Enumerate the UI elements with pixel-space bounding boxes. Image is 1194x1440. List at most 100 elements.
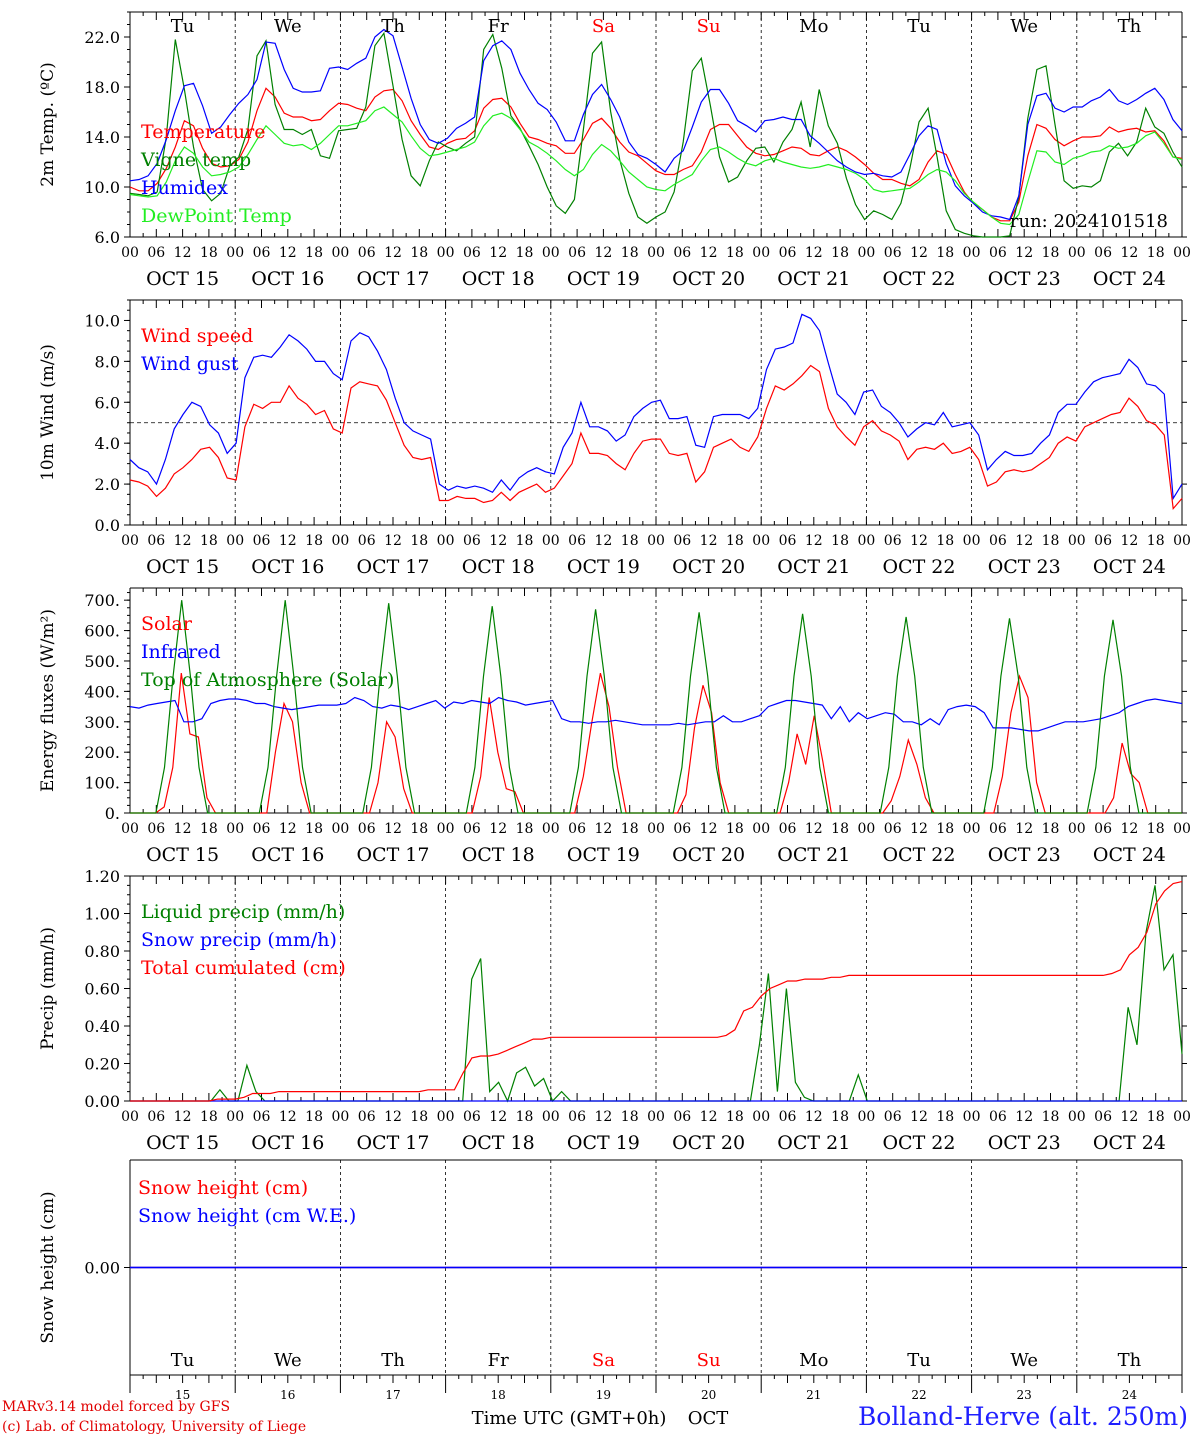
y-tick-label: 1.00	[84, 905, 120, 924]
date-label: OCT 22	[882, 844, 955, 866]
legend-entry: Infrared	[141, 641, 221, 663]
hour-tick-label: 06	[358, 821, 376, 837]
hour-tick-label: 00	[331, 1109, 349, 1125]
y-tick-label: 100.	[84, 774, 120, 793]
station-name: Bolland-Herve (alt. 250m)	[857, 1402, 1188, 1431]
hour-tick-label: 00	[542, 245, 560, 261]
weekday-label: Tu	[171, 1350, 195, 1371]
date-label: OCT 16	[251, 1132, 324, 1154]
hour-tick-label: 12	[1120, 1109, 1138, 1125]
hour-tick-label: 18	[621, 1109, 639, 1125]
y-tick-label: 500.	[84, 652, 120, 671]
date-label: OCT 24	[1093, 268, 1166, 290]
date-label: OCT 18	[462, 844, 535, 866]
date-label: OCT 21	[777, 556, 850, 578]
date-label: OCT 22	[882, 556, 955, 578]
y-tick-label: 10.0	[84, 178, 120, 197]
y-tick-label: 300.	[84, 713, 120, 732]
hour-tick-label: 18	[831, 1109, 849, 1125]
hour-tick-label: 12	[910, 245, 928, 261]
hour-tick-label: 18	[516, 245, 534, 261]
date-label: OCT 20	[672, 844, 745, 866]
hour-tick-label: 00	[1068, 1109, 1086, 1125]
day-number-label: 19	[596, 1388, 611, 1402]
date-label: OCT 17	[356, 556, 429, 578]
hour-tick-label: 00	[331, 245, 349, 261]
date-label: OCT 20	[672, 1132, 745, 1154]
chart-panel-4: 0.00 0.20 0.40 0.60 0.80 1.00 1.20 Precip (mm/h…	[38, 867, 1191, 1154]
hour-tick-label: 00	[857, 533, 875, 549]
hour-tick-label: 12	[910, 1109, 928, 1125]
date-label: OCT 16	[251, 268, 324, 290]
hour-tick-label: 06	[884, 533, 902, 549]
date-label: OCT 23	[988, 556, 1061, 578]
hour-tick-label: 06	[779, 821, 797, 837]
day-number-label: 16	[280, 1388, 295, 1402]
hour-tick-label: 12	[805, 821, 823, 837]
hour-tick-label: 18	[1042, 821, 1060, 837]
y-axis-label: 2m Temp. (ºC)	[38, 62, 58, 187]
hour-tick-label: 06	[568, 533, 586, 549]
chart-panel-3: 0. 100. 200. 300. 400. 500. 600. 700. Energy flu…	[38, 587, 1191, 866]
date-label: OCT 24	[1093, 844, 1166, 866]
weekday-label: Sa	[592, 1350, 615, 1371]
hour-tick-label: 06	[1094, 245, 1112, 261]
date-label: OCT 17	[356, 844, 429, 866]
weekday-label: We	[1010, 16, 1038, 37]
hour-tick-label: 06	[463, 245, 481, 261]
hour-tick-label: 00	[647, 245, 665, 261]
hour-tick-label: 06	[779, 245, 797, 261]
hour-tick-label: 00	[857, 1109, 875, 1125]
hour-tick-label: 06	[989, 821, 1007, 837]
hour-tick-label: 12	[489, 821, 507, 837]
y-tick-label: 0.40	[84, 1017, 120, 1036]
weekday-label: Tu	[907, 1350, 931, 1371]
hour-tick-label: 06	[253, 533, 271, 549]
date-label: OCT 18	[462, 268, 535, 290]
day-number-label: 15	[175, 1388, 190, 1402]
weekday-label: Sa	[592, 16, 615, 37]
hour-tick-label: 06	[1094, 1109, 1112, 1125]
hour-tick-label: 00	[647, 533, 665, 549]
hour-tick-label: 18	[726, 821, 744, 837]
legend-entry: Vigne temp	[140, 149, 251, 171]
hour-tick-label: 12	[279, 245, 297, 261]
date-label: OCT 21	[777, 844, 850, 866]
hour-tick-label: 06	[358, 533, 376, 549]
hour-tick-label: 00	[1068, 245, 1086, 261]
hour-tick-label: 06	[989, 1109, 1007, 1125]
hour-tick-label: 06	[1094, 533, 1112, 549]
hour-tick-label: 00	[331, 821, 349, 837]
hour-tick-label: 06	[253, 245, 271, 261]
hour-tick-label: 12	[805, 1109, 823, 1125]
y-tick-label: 400.	[84, 682, 120, 701]
y-tick-label: 6.0	[95, 393, 120, 412]
y-tick-label: 0.00	[84, 1092, 120, 1111]
hour-tick-label: 00	[963, 245, 981, 261]
y-tick-label: 200.	[84, 743, 120, 762]
hour-tick-label: 12	[1015, 533, 1033, 549]
hour-tick-label: 18	[726, 245, 744, 261]
hour-tick-label: 12	[910, 533, 928, 549]
y-tick-label: 0.0	[95, 516, 120, 535]
hour-tick-label: 00	[647, 821, 665, 837]
hour-tick-label: 00	[437, 245, 455, 261]
hour-tick-label: 06	[147, 1109, 165, 1125]
series-line-vigne-temp	[129, 31, 1183, 238]
hour-tick-label: 12	[910, 821, 928, 837]
hour-tick-label: 18	[936, 821, 954, 837]
hour-tick-label: 18	[305, 821, 323, 837]
hour-tick-label: 06	[147, 821, 165, 837]
series-line-wind-speed	[129, 364, 1183, 511]
y-tick-label: 4.0	[95, 434, 120, 453]
month-label: OCT	[688, 1408, 729, 1429]
hour-tick-label: 12	[384, 533, 402, 549]
hour-tick-label: 06	[779, 1109, 797, 1125]
series-line-wind-gust	[129, 313, 1183, 501]
hour-tick-label: 18	[621, 245, 639, 261]
weekday-label: Tu	[171, 16, 195, 37]
date-label: OCT 19	[567, 844, 640, 866]
hour-tick-label: 06	[673, 245, 691, 261]
y-axis-label: Energy fluxes (W/m²)	[38, 609, 58, 792]
